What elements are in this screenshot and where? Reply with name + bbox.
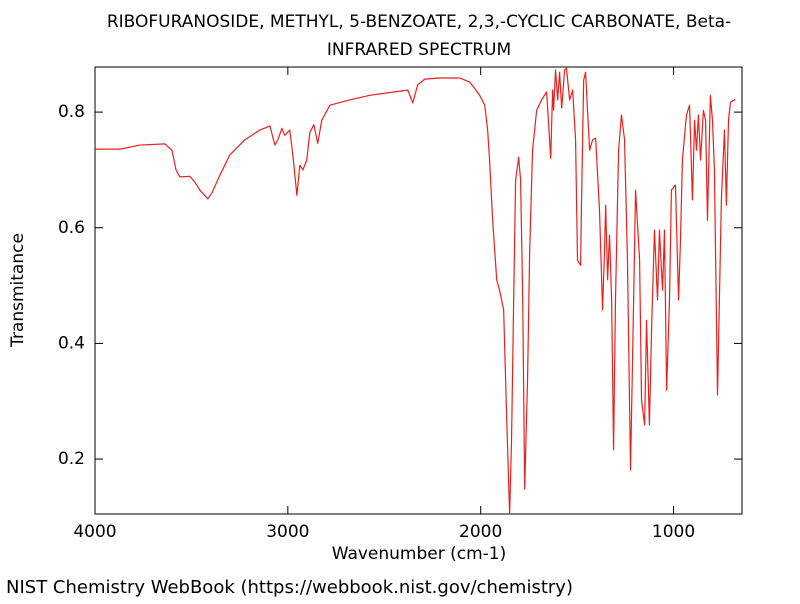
x-tick-label: 4000 [73, 522, 116, 542]
source-note: NIST Chemistry WebBook (https://webbook.… [6, 577, 573, 598]
chart-subtitle: INFRARED SPECTRUM [327, 40, 511, 60]
plot-frame [94, 66, 743, 515]
x-tick-label: 3000 [266, 522, 309, 542]
y-tick-label: 0.8 [58, 102, 85, 122]
y-tick-label: 0.6 [58, 218, 85, 238]
y-tick-label: 0.2 [58, 449, 85, 469]
x-axis-label: Wavenumber (cm-1) [332, 544, 507, 564]
chart-title: RIBOFURANOSIDE, METHYL, 5-BENZOATE, 2,3,… [107, 12, 731, 32]
x-tick-label: 2000 [459, 522, 502, 542]
y-tick-label: 0.4 [58, 333, 85, 353]
y-axis-label: Transmitance [8, 233, 28, 348]
x-tick-label: 1000 [652, 522, 695, 542]
spectrum-line [95, 67, 736, 515]
